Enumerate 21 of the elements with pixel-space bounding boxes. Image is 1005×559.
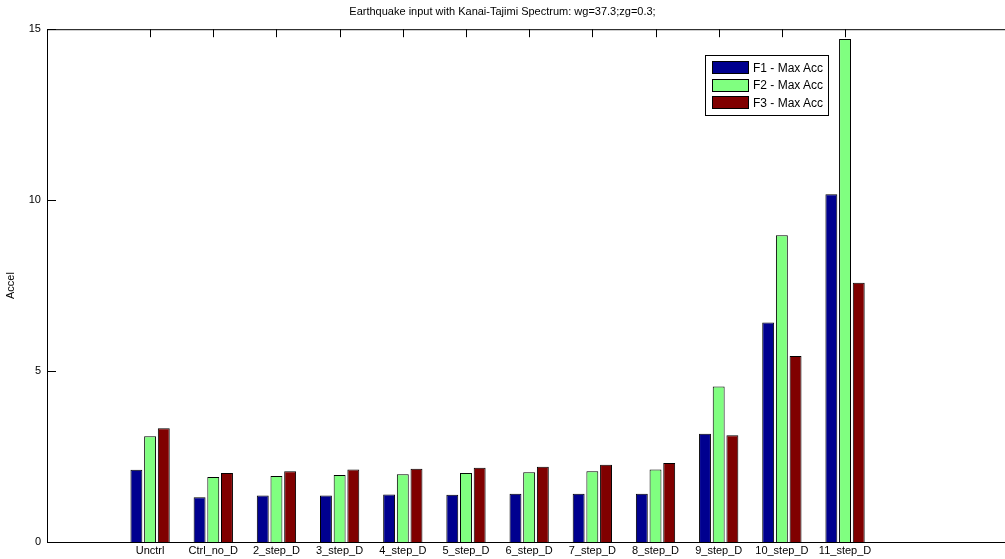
legend-label: F3 - Max Acc bbox=[753, 95, 824, 110]
y-tick-label: 10 bbox=[28, 193, 41, 206]
x-tick-label: 8_step_D bbox=[631, 543, 680, 556]
y-axis-title: Accel bbox=[3, 272, 16, 300]
y-tick-label: 5 bbox=[34, 364, 41, 377]
x-tick-label: 3_step_D bbox=[316, 543, 364, 556]
x-tick-label: 6_step_D bbox=[505, 543, 553, 556]
x-tick-label: Ctrl_no_D bbox=[188, 543, 239, 556]
y-tick-label: 15 bbox=[28, 22, 41, 35]
legend-label: F2 - Max Acc bbox=[753, 78, 824, 93]
x-tick-label: Unctrl bbox=[135, 543, 165, 556]
x-tick-label: 2_step_D bbox=[252, 543, 301, 556]
x-tick-label: 7_step_D bbox=[568, 543, 616, 556]
x-tick-label: 11_step_D bbox=[818, 543, 872, 556]
x-tick-label: 9_step_D bbox=[695, 543, 743, 556]
x-tick-label: 5_step_D bbox=[442, 543, 490, 556]
chart-title: Earthquake input with Kanai-Tajimi Spectrum: wg=37.3;zg=0.3; bbox=[349, 4, 656, 17]
x-tick-label: 10_step_D bbox=[755, 543, 809, 556]
y-tick-label: 0 bbox=[34, 535, 41, 548]
legend-label: F1 - Max Acc bbox=[753, 60, 824, 75]
x-tick-label: 4_step_D bbox=[379, 543, 427, 556]
